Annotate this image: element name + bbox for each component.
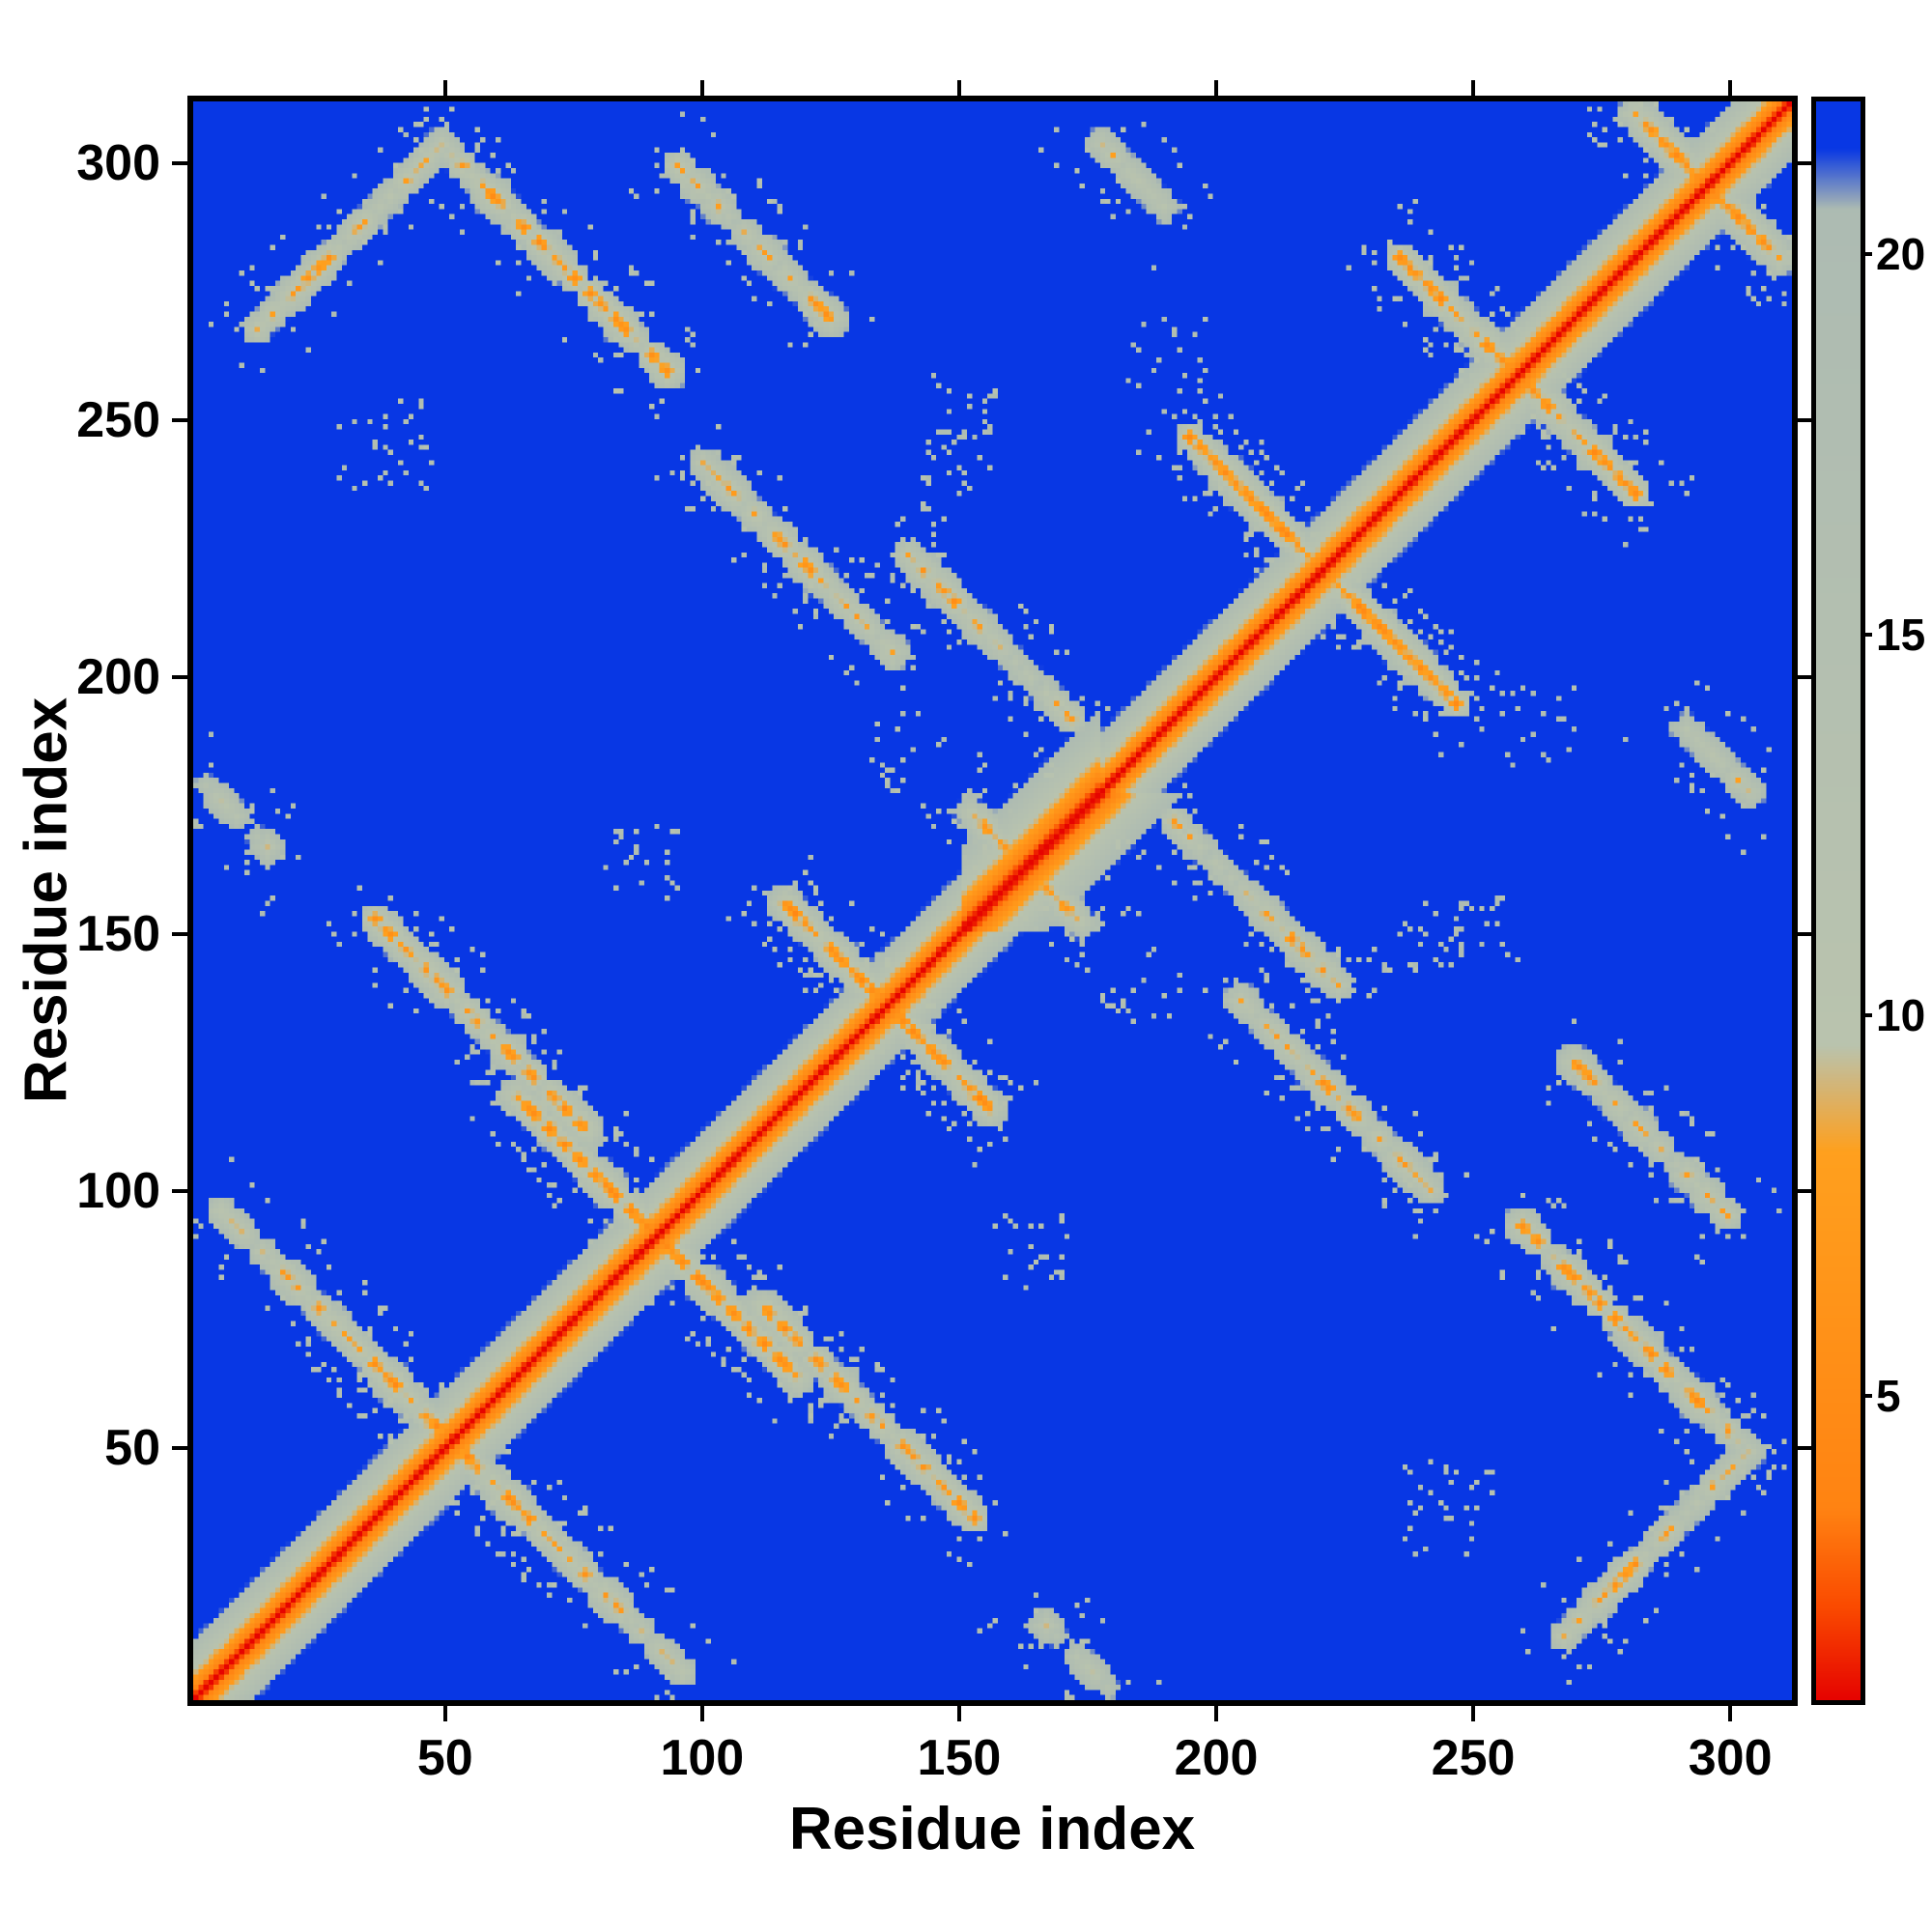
heatmap-plot	[187, 96, 1798, 1706]
colorbar-tick-mark	[1861, 251, 1872, 256]
y-right-tick-mark	[1798, 160, 1813, 165]
x-top-tick-mark	[442, 80, 447, 96]
y-tick-mark	[172, 160, 187, 165]
x-top-tick-mark	[699, 80, 704, 96]
y-right-tick-mark	[1798, 1446, 1813, 1451]
y-tick-label: 300	[76, 134, 160, 191]
colorbar-tick-mark	[1861, 632, 1872, 637]
y-tick-label: 50	[104, 1420, 160, 1477]
y-tick-mark	[172, 932, 187, 937]
x-tick-mark	[1471, 1706, 1476, 1721]
x-tick-mark	[1213, 1706, 1218, 1721]
x-tick-label: 100	[660, 1730, 745, 1786]
x-tick-mark	[699, 1706, 704, 1721]
y-tick-mark	[172, 675, 187, 679]
colorbar-tick-label: 5	[1876, 1370, 1901, 1421]
heatmap-canvas	[193, 101, 1792, 1700]
x-tick-label: 250	[1431, 1730, 1516, 1786]
x-tick-mark	[1728, 1706, 1733, 1721]
y-right-tick-mark	[1798, 675, 1813, 679]
y-tick-mark	[172, 417, 187, 422]
x-tick-mark	[442, 1706, 447, 1721]
colorbar-canvas	[1816, 101, 1861, 1700]
colorbar-tick-label: 10	[1876, 989, 1926, 1040]
y-tick-mark	[172, 1446, 187, 1451]
x-top-tick-mark	[1213, 80, 1218, 96]
colorbar	[1811, 97, 1865, 1705]
x-tick-mark	[956, 1706, 961, 1721]
x-tick-label: 150	[917, 1730, 1002, 1786]
colorbar-tick-label: 20	[1876, 228, 1926, 279]
y-right-tick-mark	[1798, 932, 1813, 937]
y-tick-label: 250	[76, 391, 160, 448]
colorbar-tick-label: 15	[1876, 609, 1926, 660]
y-tick-mark	[172, 1189, 187, 1194]
x-top-tick-mark	[956, 80, 961, 96]
y-axis-label: Residue index	[13, 696, 80, 1104]
y-tick-label: 200	[76, 649, 160, 705]
x-top-tick-mark	[1471, 80, 1476, 96]
y-tick-label: 100	[76, 1163, 160, 1220]
y-right-tick-mark	[1798, 417, 1813, 422]
x-top-tick-mark	[1728, 80, 1733, 96]
y-right-tick-mark	[1798, 1189, 1813, 1194]
colorbar-tick-mark	[1861, 1012, 1872, 1017]
x-tick-label: 300	[1688, 1730, 1773, 1786]
x-tick-label: 200	[1174, 1730, 1259, 1786]
colorbar-tick-mark	[1861, 1393, 1872, 1398]
y-tick-label: 150	[76, 906, 160, 963]
x-axis-label: Residue index	[788, 1796, 1196, 1862]
x-tick-label: 50	[416, 1730, 473, 1786]
